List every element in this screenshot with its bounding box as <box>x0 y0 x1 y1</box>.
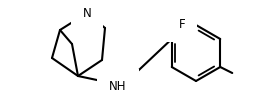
Text: F: F <box>179 18 185 30</box>
Text: NH: NH <box>109 80 127 94</box>
Text: N: N <box>83 7 91 19</box>
